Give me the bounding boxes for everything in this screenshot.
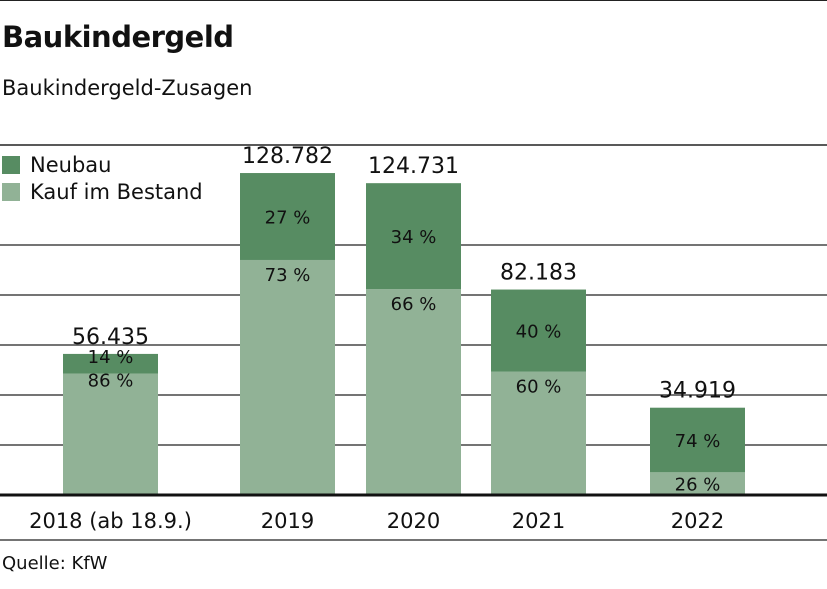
bar-neubau-1	[240, 173, 335, 260]
legend-label-kauf-im-bestand: Kauf im Bestand	[30, 180, 203, 204]
source-note: Quelle: KfW	[2, 553, 108, 574]
bar-total-label-1: 128.782	[242, 144, 333, 169]
bar-kauf-im-bestand-1	[240, 259, 335, 495]
bar-neubau-0	[63, 353, 158, 374]
x-tick-label-2: 2020	[387, 509, 440, 533]
neubau-share-label-4: 74 %	[675, 431, 721, 452]
bar-neubau-3	[491, 289, 586, 372]
x-tick-label-3: 2021	[512, 509, 565, 533]
neubau-share-label-1: 27 %	[265, 208, 311, 229]
top-rule	[0, 0, 827, 1]
neubau-share-label-3: 40 %	[516, 322, 562, 343]
legend-swatch-neubau	[2, 156, 20, 174]
bar-kauf-im-bestand-0	[63, 373, 158, 495]
legend-label-neubau: Neubau	[30, 153, 111, 177]
bar-neubau-2	[366, 183, 461, 290]
bestand-share-label-1: 73 %	[265, 265, 311, 286]
neubau-share-label-0: 14 %	[88, 347, 134, 368]
chart-subtitle: Baukindergeld-Zusagen	[2, 76, 253, 100]
x-tick-label-4: 2022	[671, 509, 724, 533]
bar-kauf-im-bestand-2	[366, 289, 461, 495]
neubau-share-label-2: 34 %	[391, 227, 437, 248]
bar-total-label-4: 34.919	[659, 379, 736, 404]
bar-kauf-im-bestand-4	[650, 472, 745, 495]
bar-kauf-im-bestand-3	[491, 371, 586, 495]
x-tick-label-1: 2019	[261, 509, 314, 533]
bestand-share-label-2: 66 %	[391, 294, 437, 315]
bar-total-label-0: 56.435	[72, 325, 149, 350]
page-title: Baukindergeld	[2, 20, 234, 54]
legend-swatch-kauf-im-bestand	[2, 183, 20, 201]
bar-total-label-2: 124.731	[368, 154, 459, 179]
bestand-share-label-0: 86 %	[88, 371, 134, 392]
bestand-share-label-4: 26 %	[675, 475, 721, 496]
bestand-share-label-3: 60 %	[516, 377, 562, 398]
bar-neubau-4	[650, 407, 745, 473]
x-tick-label-0: 2018 (ab 18.9.)	[29, 509, 192, 533]
bar-total-label-3: 82.183	[500, 261, 577, 286]
